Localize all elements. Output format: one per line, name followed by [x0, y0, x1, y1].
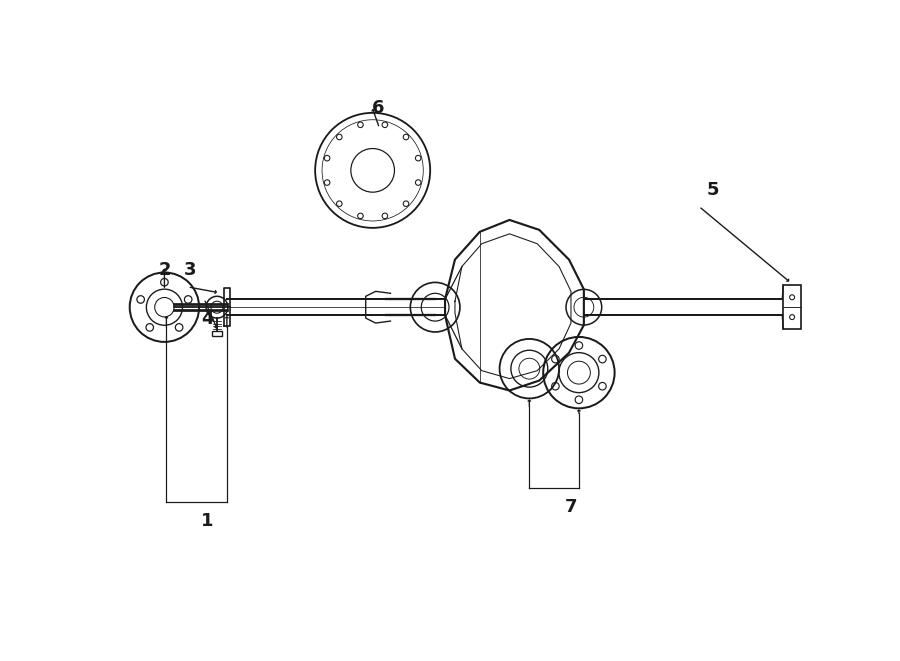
Text: 6: 6 — [373, 99, 385, 117]
Text: 7: 7 — [564, 498, 577, 516]
Text: 1: 1 — [201, 512, 213, 530]
Text: 3: 3 — [184, 260, 196, 278]
Text: 2: 2 — [158, 260, 171, 278]
Text: 5: 5 — [706, 181, 719, 199]
Text: 4: 4 — [201, 310, 213, 328]
Bar — [212, 330, 222, 336]
Bar — [783, 286, 801, 329]
